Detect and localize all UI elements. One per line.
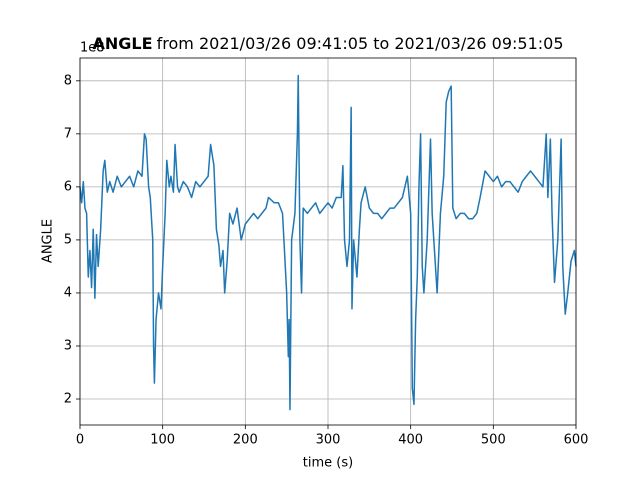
x-tick-label: 0 [76, 433, 84, 448]
offset-label: 1e8 [80, 41, 105, 56]
title-bold: ANGLE [92, 34, 152, 53]
y-tick-label: 8 [64, 73, 72, 88]
x-tick-label: 500 [481, 433, 506, 448]
y-tick-label: 2 [64, 392, 72, 407]
data-line [79, 74, 577, 411]
y-tick-label: 3 [64, 338, 72, 353]
plot-layer [79, 74, 577, 411]
y-tick-label: 7 [64, 126, 72, 141]
x-tick-label: 300 [316, 433, 341, 448]
grid-layer [79, 58, 577, 425]
x-tick-label: 100 [150, 433, 175, 448]
y-tick-label: 5 [64, 232, 72, 247]
y-tick-label: 6 [64, 179, 72, 194]
y-tick-label: 4 [64, 285, 72, 300]
x-tick-label: 200 [233, 433, 258, 448]
x-axis-label: time (s) [303, 456, 353, 471]
chart-title: ANGLE from 2021/03/26 09:41:05 to 2021/0… [92, 34, 563, 53]
y-axis-label: ANGLE [41, 219, 56, 263]
x-tick-label: 600 [564, 433, 589, 448]
x-tick-label: 400 [398, 433, 423, 448]
title-rest: from 2021/03/26 09:41:05 to 2021/03/26 0… [157, 34, 564, 53]
